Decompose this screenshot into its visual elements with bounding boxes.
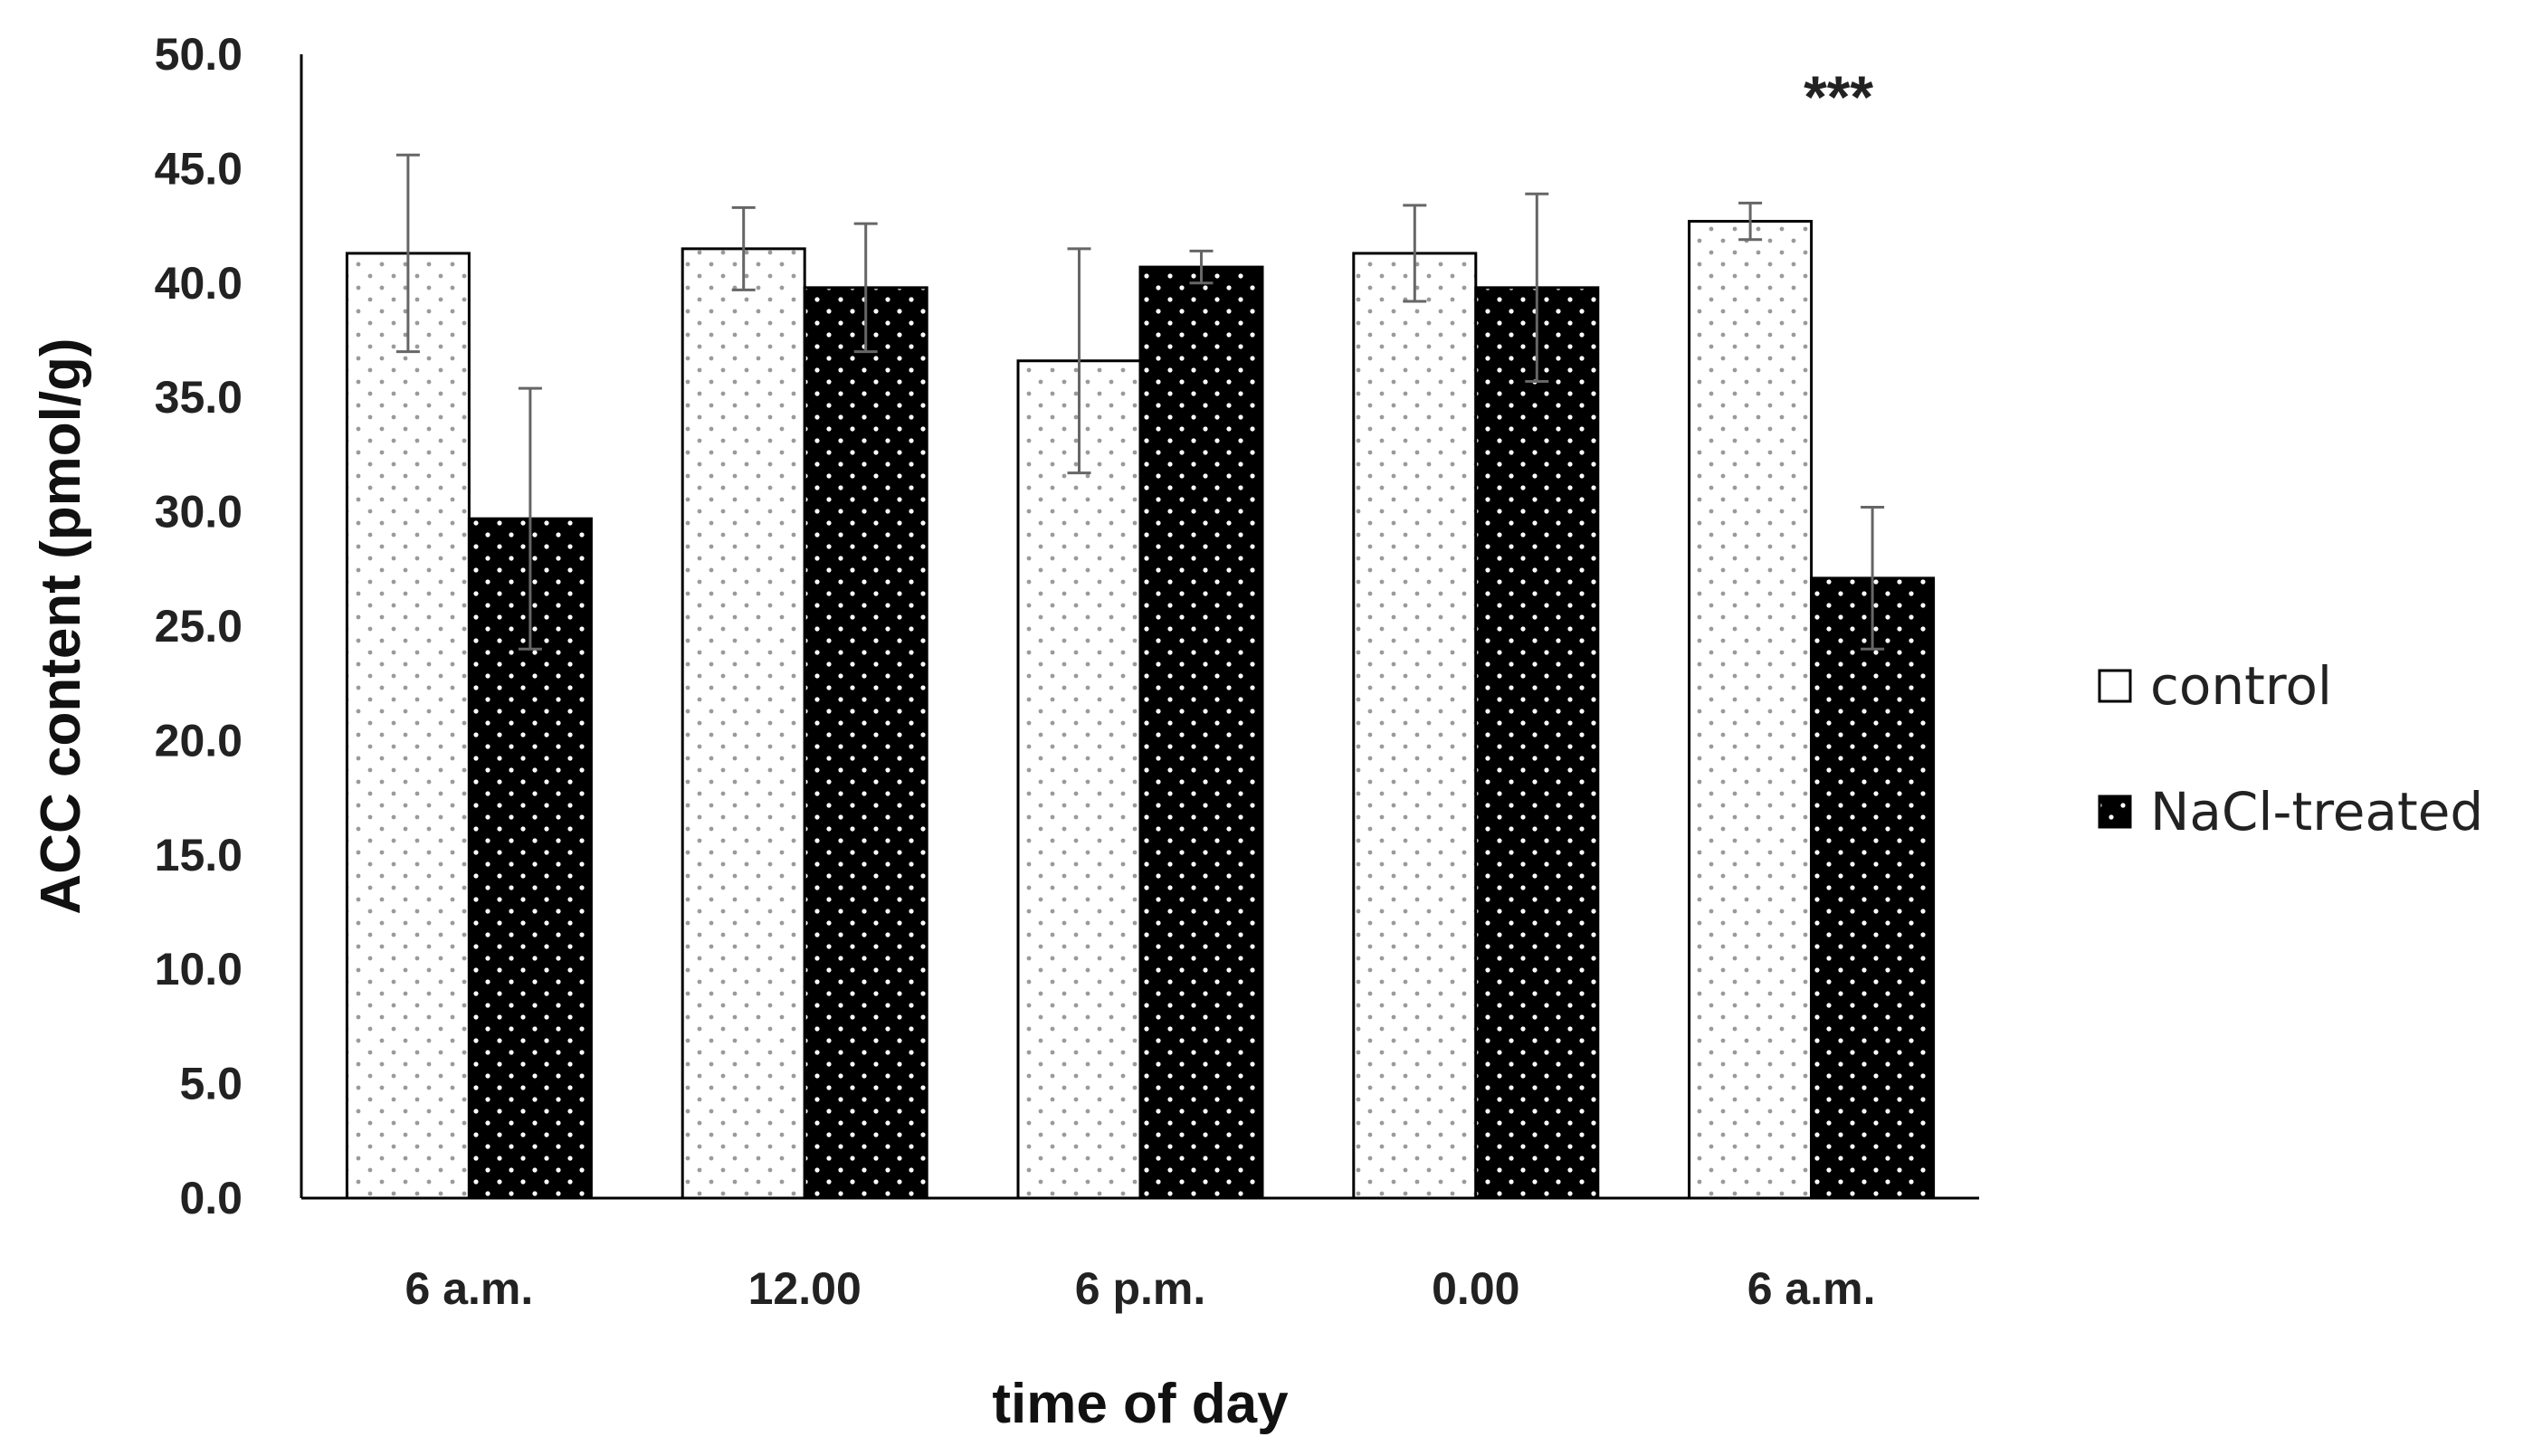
error-bar-nacl-treated-1 <box>853 222 878 354</box>
error-bars <box>395 153 1885 651</box>
x-tick-label-1: 12.00 <box>748 1263 862 1314</box>
x-axis-title: time of day <box>992 1373 1289 1435</box>
x-tick-label-3: 0.00 <box>1432 1263 1519 1314</box>
y-tick-label-7: 35.0 <box>155 372 243 423</box>
y-tick-label-5: 25.0 <box>155 601 243 652</box>
bar-control-2 <box>1016 359 1142 1200</box>
legend-swatch-nacl <box>2098 795 2132 829</box>
x-tick-label-0: 6 a.m. <box>405 1263 534 1314</box>
y-tick-label-3: 15.0 <box>155 830 243 880</box>
error-bar-nacl-treated-2 <box>1189 249 1214 285</box>
error-bar-control-0 <box>395 153 420 354</box>
bar-nacl-treated-1 <box>803 286 928 1200</box>
legend-label-control: control <box>2150 655 2332 717</box>
bar-control-3 <box>1352 252 1478 1200</box>
legend: control NaCl-treated <box>2098 655 2483 842</box>
legend-label-nacl-treated: NaCl-treated <box>2150 781 2483 842</box>
x-tick-label-2: 6 p.m. <box>1075 1263 1205 1314</box>
bar-control-1 <box>681 247 806 1200</box>
legend-swatch-control <box>2098 669 2132 703</box>
error-bar-control-2 <box>1067 247 1091 475</box>
y-axis-title: ACC content (pmol/g) <box>30 338 92 914</box>
y-tick-label-1: 5.0 <box>179 1059 243 1109</box>
error-bar-nacl-treated-4 <box>1861 506 1885 651</box>
x-tick-label-4: 6 a.m. <box>1747 1263 1876 1314</box>
bar-nacl-treated-3 <box>1474 286 1600 1200</box>
y-tick-label-2: 10.0 <box>155 944 243 994</box>
y-tick-label-10: 50.0 <box>155 29 243 80</box>
y-tick-label-0: 0.0 <box>179 1173 243 1223</box>
bar-nacl-treated-4 <box>1810 576 1936 1200</box>
y-tick-label-8: 40.0 <box>155 258 243 309</box>
bar-nacl-treated-2 <box>1138 265 1264 1200</box>
y-tick-label-9: 45.0 <box>155 143 243 194</box>
error-bar-control-3 <box>1403 204 1427 303</box>
error-bar-nacl-treated-3 <box>1525 192 1549 384</box>
error-bar-nacl-treated-0 <box>518 386 542 651</box>
error-bar-control-1 <box>731 205 756 291</box>
annotations: *** <box>1804 63 1873 130</box>
y-tick-label-6: 30.0 <box>155 487 243 538</box>
x-tick-labels: 6 a.m. 12.00 6 p.m. 0.00 6 a.m. <box>405 1263 1876 1314</box>
error-bar-control-4 <box>1738 201 1763 242</box>
y-tick-label-4: 20.0 <box>155 715 243 766</box>
y-tick-labels: 0.0 5.0 10.0 15.0 20.0 25.0 30.0 35.0 40.0 45.0 50… <box>155 29 243 1223</box>
bar-control-0 <box>345 252 471 1200</box>
significance-marker-0: *** <box>1804 63 1873 130</box>
bar-control-4 <box>1688 220 1814 1200</box>
bars <box>345 220 1936 1200</box>
